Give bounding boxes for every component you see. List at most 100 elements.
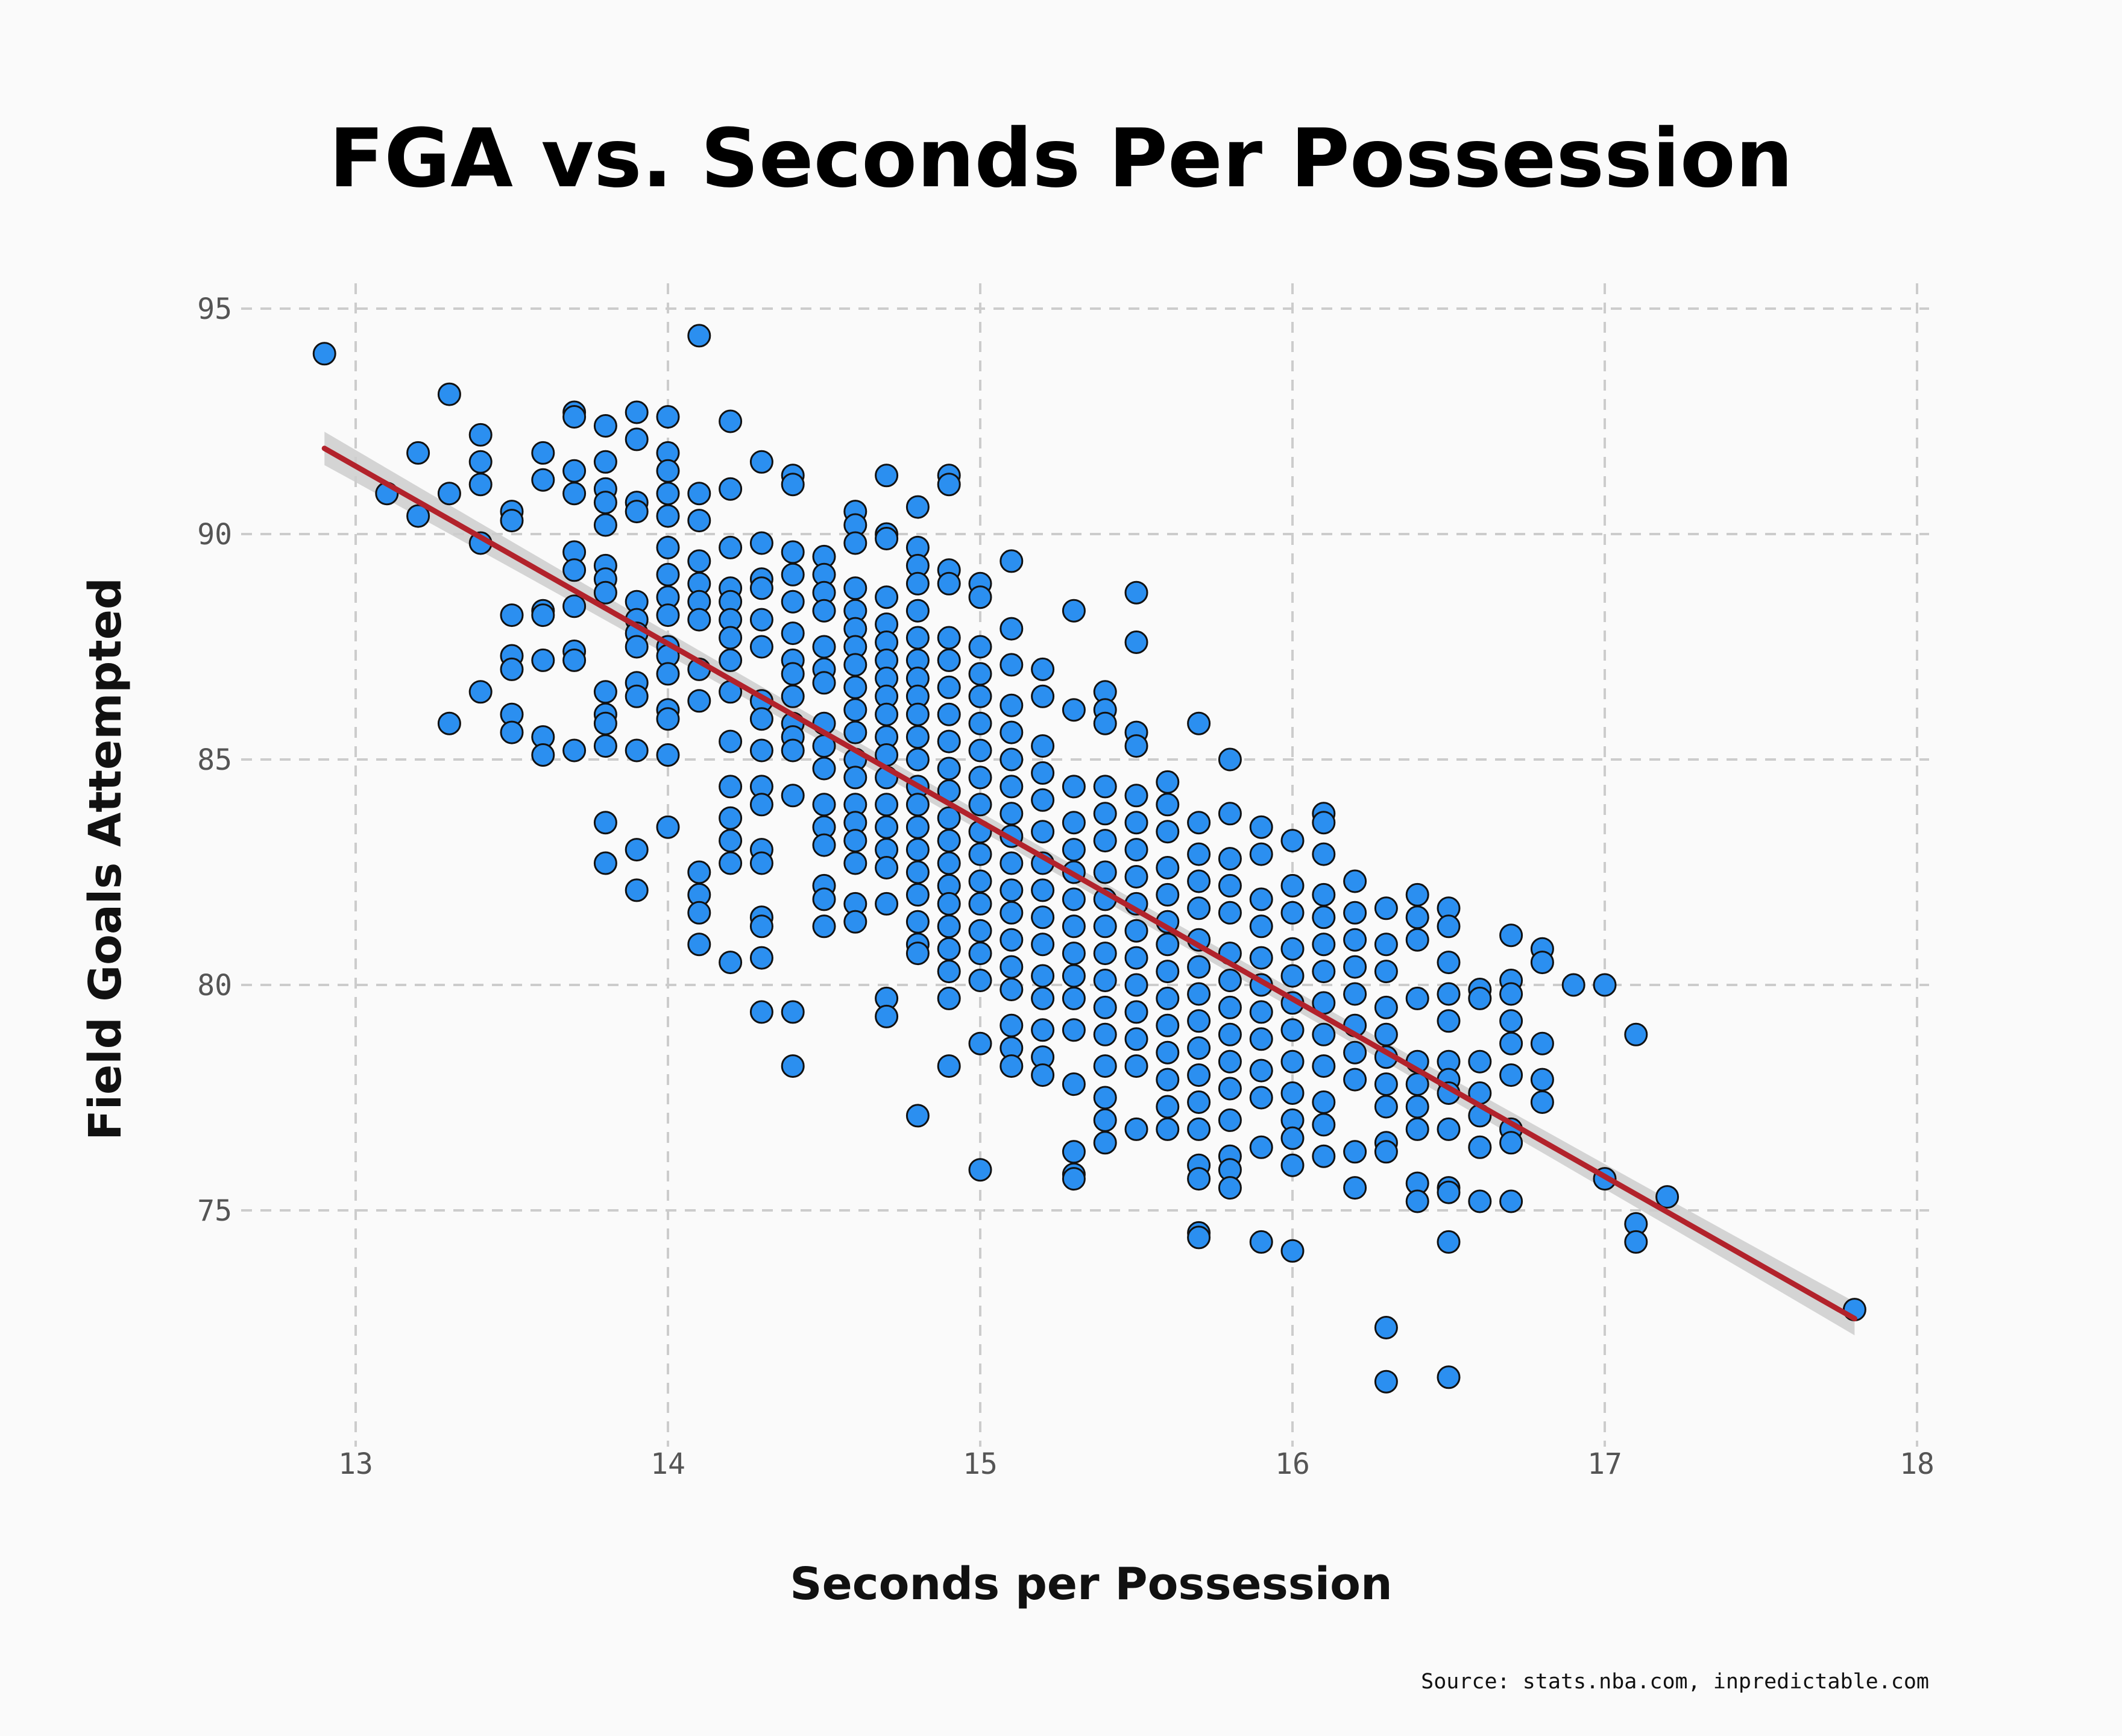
data-point [937,756,961,781]
data-point [905,599,930,623]
data-point [937,1054,961,1078]
data-point [781,540,805,564]
data-point [1405,1095,1429,1119]
data-point [1312,1054,1336,1078]
data-point [1374,1095,1398,1119]
data-point [905,882,930,907]
data-point [562,482,587,506]
data-point [1000,1054,1024,1078]
data-point [843,675,867,699]
data-point [781,621,805,646]
data-point [968,869,992,893]
data-point [1280,829,1305,853]
data-point [1093,802,1117,826]
data-point [1156,856,1180,879]
data-point [593,580,617,605]
data-point [312,342,336,366]
data-point [1187,1063,1211,1087]
data-point [1468,1135,1492,1159]
data-point [1249,887,1273,911]
data-point [1187,955,1211,979]
data-point [1343,955,1367,979]
data-point [781,590,805,614]
data-point [1156,793,1180,817]
data-point [1312,1113,1336,1137]
data-point [968,738,992,763]
data-point [1374,995,1398,1019]
x-tick-label: 13 [338,1447,373,1481]
data-point [468,450,493,474]
data-point [562,648,587,672]
data-point [1437,1230,1461,1254]
data-point [1343,869,1367,893]
data-point [1124,919,1148,943]
data-point [1249,1135,1273,1159]
x-tick-label: 15 [963,1447,998,1481]
data-point [1530,1090,1554,1114]
data-point [625,400,649,424]
data-point [1249,914,1273,939]
data-point [749,793,773,817]
data-point [937,960,961,984]
data-point [437,711,461,735]
data-point [1280,873,1305,898]
data-point [656,535,680,559]
data-point [1343,1140,1367,1164]
data-point [1187,982,1211,1006]
data-point [968,919,992,943]
data-point [719,477,743,501]
data-point [875,892,899,916]
data-point [1437,1117,1461,1141]
data-point [905,725,930,749]
data-point [1156,986,1180,1010]
x-tick-label: 14 [650,1447,685,1481]
data-point [812,887,836,911]
data-point [625,684,649,708]
data-point [500,603,524,627]
data-point [1280,937,1305,961]
data-point [1218,1077,1242,1101]
y-tick-label: 75 [197,1194,232,1228]
data-point [656,815,680,839]
data-point [562,594,587,618]
data-point [719,535,743,559]
data-point [1000,901,1024,925]
data-point [1187,869,1211,893]
data-point [687,608,711,632]
data-point [1218,969,1242,992]
data-point [1093,860,1117,884]
data-point [1343,1040,1367,1065]
data-point [656,662,680,686]
data-point [719,648,743,672]
data-point [1374,1316,1398,1339]
data-point [1312,905,1336,929]
data-point [937,986,961,1010]
data-point [1062,775,1086,799]
data-point [937,829,961,853]
data-point [749,946,773,970]
data-point [968,711,992,735]
data-point [1124,784,1148,808]
data-point [1312,960,1336,984]
data-point [562,405,587,429]
data-point [1124,1027,1148,1051]
data-point [1156,1117,1180,1141]
data-point [1312,1144,1336,1168]
data-point [1156,1013,1180,1037]
data-point [1031,905,1055,929]
data-point [406,504,430,528]
data-point [843,829,867,853]
data-point [1124,946,1148,970]
data-point [1374,1072,1398,1096]
data-point [1499,982,1523,1006]
data-point [781,784,805,808]
data-point [593,414,617,438]
y-tick-label: 90 [197,518,232,552]
data-point [875,585,899,609]
data-point [1343,928,1367,952]
data-point [875,793,899,817]
data-point [437,482,461,506]
data-point [781,562,805,587]
data-point [905,815,930,839]
data-point [1468,986,1492,1010]
